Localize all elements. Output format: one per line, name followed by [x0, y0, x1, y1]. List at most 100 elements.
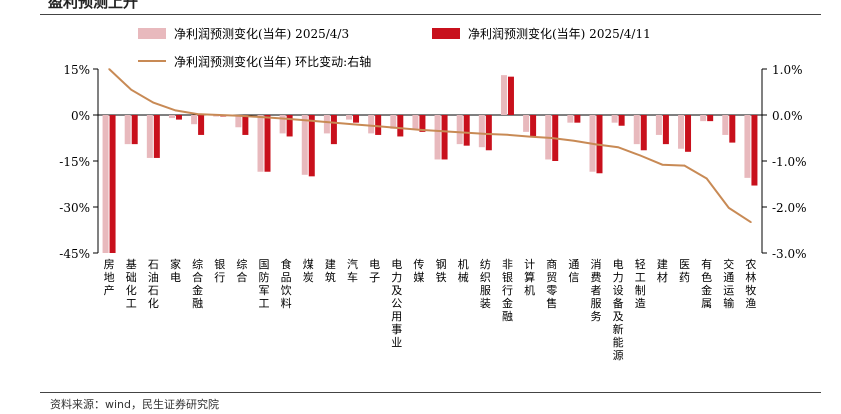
bar-series-2: [463, 115, 470, 146]
category-label: 消费者服务: [591, 257, 602, 323]
legend: 净利润预测变化(当年) 2025/4/3 净利润预测变化(当年) 2025/4/…: [138, 26, 651, 69]
axes: 15% 0% -15% -30% -45% 1.0% 0.0% -1.0% -2.0% -3.0%: [59, 63, 806, 261]
line-point: [550, 137, 553, 139]
bar-series-1: [168, 115, 175, 119]
bar-series-2: [640, 115, 647, 151]
line-point: [285, 117, 287, 120]
line-point: [484, 133, 487, 135]
bar-series-1: [434, 115, 441, 160]
bar-series-2: [419, 115, 426, 132]
bar-series-2: [662, 115, 669, 145]
line-point: [373, 125, 376, 127]
bar-series-2: [729, 115, 736, 143]
line-point: [595, 143, 597, 146]
category-label: 银行: [214, 257, 225, 284]
bar-series-1: [368, 115, 375, 134]
bar-series-1: [390, 115, 397, 129]
y-left-tick-label: 15%: [63, 63, 90, 77]
bar-series-2: [175, 115, 182, 120]
line-point: [241, 115, 243, 117]
y-left-tick-label: 0%: [71, 109, 90, 123]
bar-series-1: [633, 115, 640, 145]
bar-series-2: [242, 115, 249, 135]
line-point: [108, 68, 110, 70]
bar-series-1: [678, 115, 685, 149]
bar-series-1: [611, 115, 618, 123]
category-label: 非银行金融: [502, 258, 513, 323]
line-point: [329, 121, 332, 124]
bar-series-2: [751, 115, 758, 186]
bar-series-1: [567, 115, 574, 123]
bar-series-1: [478, 115, 485, 148]
category-label: 综合金融: [192, 257, 203, 310]
y-right-tick-label: -3.0%: [772, 247, 807, 261]
category-label: 房地产: [104, 258, 115, 297]
line-point: [528, 135, 531, 138]
category-label: 建筑: [325, 257, 336, 284]
bar-series-2: [264, 115, 271, 172]
category-label: 汽车: [347, 257, 358, 284]
bar-series-2: [441, 115, 448, 160]
bar-series-1: [500, 75, 507, 115]
bar-series-2: [485, 115, 492, 151]
chart-area: 净利润预测变化(当年) 2025/4/3 净利润预测变化(当年) 2025/4/…: [59, 26, 806, 362]
category-label: 有色金属: [701, 257, 712, 310]
category-label: 基础化工: [126, 258, 137, 310]
bar-series-1: [700, 115, 707, 122]
category-label: 煤炭: [303, 258, 314, 284]
bar-series-2: [109, 115, 116, 253]
bar-series-1: [257, 115, 264, 172]
line-series-3-path: [108, 68, 752, 224]
y-right-tick-label: -2.0%: [772, 201, 807, 215]
y-right-tick-label: 0.0%: [772, 109, 803, 123]
bar-series-2: [530, 115, 537, 137]
category-label: 商贸零售: [546, 257, 557, 310]
bar-series-1: [722, 115, 729, 135]
line-point: [418, 128, 420, 131]
legend-swatch-series-1: [138, 28, 166, 39]
y-left-tick-label: -45%: [59, 247, 90, 261]
category-label: 建材: [657, 257, 668, 284]
category-label: 计算机: [524, 258, 535, 297]
bar-series-2: [507, 76, 514, 115]
line-point: [152, 101, 155, 104]
bar-series-2: [131, 115, 138, 145]
line-point: [218, 114, 221, 116]
bar-series-1: [235, 115, 242, 128]
category-label: 通信: [568, 258, 579, 284]
category-label: 纺织服装: [480, 257, 491, 310]
bar-series-1: [279, 115, 286, 134]
y-right-tick-label: 1.0%: [772, 63, 803, 77]
line-point: [617, 146, 619, 148]
bar-series-1: [124, 115, 131, 145]
line-point: [639, 154, 642, 157]
line-point: [396, 127, 398, 129]
line-point: [462, 131, 465, 134]
source-note: 资料来源：wind，民生证券研究院: [50, 398, 220, 411]
bars: [102, 75, 758, 253]
category-label: 家电: [170, 257, 181, 284]
bar-series-1: [301, 115, 308, 175]
category-label: 石油石化: [148, 258, 159, 310]
category-label: 机械: [458, 257, 469, 284]
bottom-divider: [40, 392, 821, 393]
line-point: [307, 119, 310, 122]
line-point: [750, 221, 752, 223]
y-left-tick-label: -30%: [59, 201, 90, 215]
y-left-tick-label: -15%: [59, 155, 90, 169]
line-point: [506, 133, 509, 136]
category-label: 医药: [679, 258, 690, 284]
line-point: [263, 116, 265, 119]
bar-series-1: [102, 115, 109, 253]
bar-series-2: [308, 115, 315, 177]
legend-label-series-2: 净利润预测变化(当年) 2025/4/11: [468, 26, 651, 41]
bar-series-2: [286, 115, 293, 137]
bar-series-2: [618, 115, 625, 126]
bar-series-1: [346, 115, 353, 120]
y-right-tick-label: -1.0%: [772, 155, 807, 169]
category-label: 电力及公用事业: [391, 258, 402, 349]
legend-swatch-series-2: [432, 28, 460, 39]
category-label: 电力设备及新能源: [613, 258, 624, 362]
line-point: [705, 177, 708, 180]
